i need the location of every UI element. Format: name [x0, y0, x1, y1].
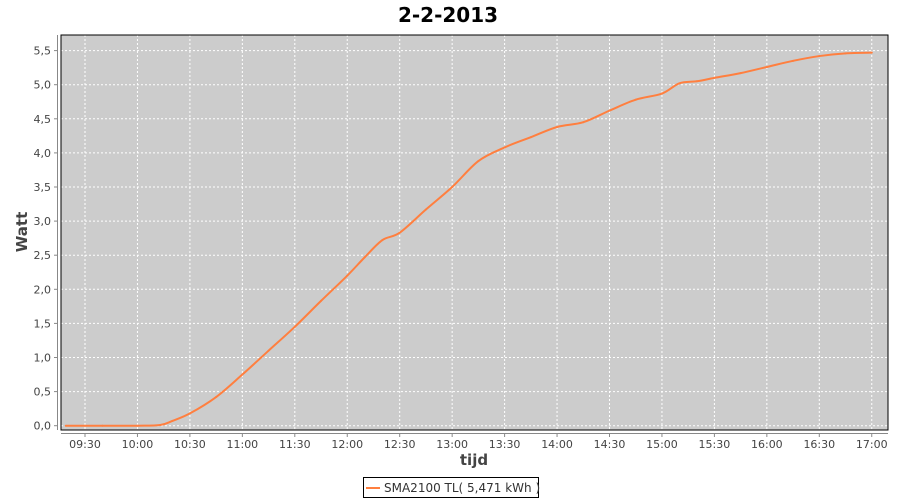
data-point	[608, 109, 611, 112]
y-tick-label: 5,0	[34, 79, 52, 92]
data-point	[739, 72, 742, 75]
y-tick-label: 3,0	[34, 215, 52, 228]
data-point	[267, 349, 270, 352]
x-tick-label: 12:00	[331, 438, 363, 451]
data-point	[556, 125, 559, 128]
data-point	[818, 55, 821, 58]
y-tick-label: 4,0	[34, 147, 52, 160]
plot-border	[60, 34, 889, 431]
x-tick-label: 14:00	[541, 438, 573, 451]
x-tick-label: 15:00	[646, 438, 678, 451]
y-tick-label: 0,5	[34, 386, 52, 399]
x-tick-label: 13:30	[489, 438, 521, 451]
y-tick-label: 4,5	[34, 113, 52, 126]
data-point	[660, 92, 663, 95]
data-point	[136, 424, 139, 427]
data-point	[398, 231, 401, 234]
data-point	[582, 121, 585, 124]
data-point	[678, 82, 681, 85]
series-line	[65, 51, 872, 427]
data-point	[171, 419, 174, 422]
data-point	[424, 208, 427, 211]
data-point	[792, 59, 795, 62]
data-point	[695, 80, 698, 83]
data-point	[346, 274, 349, 277]
data-point	[320, 299, 323, 302]
data-point	[241, 373, 244, 376]
legend-label: SMA2100 TL( 5,471 kWh )	[384, 481, 540, 495]
y-axis: 0,0 0,5 1,0 1,5 2,0 2,5 3,0 3,5 4,0 4,5 5,0 5,5	[34, 45, 58, 433]
x-axis-label: tijd	[460, 451, 488, 469]
data-point	[765, 65, 768, 68]
data-point	[713, 76, 716, 79]
data-point	[159, 424, 162, 427]
x-tick-label: 09:30	[69, 438, 101, 451]
grid	[61, 35, 888, 430]
data-point	[477, 160, 480, 163]
data-point	[634, 98, 637, 101]
y-tick-label: 1,5	[34, 317, 52, 330]
data-point	[529, 136, 532, 139]
y-tick-label: 0,0	[34, 420, 52, 433]
y-tick-label: 2,0	[34, 283, 52, 296]
chart-title: 2-2-2013	[398, 3, 498, 27]
x-tick-label: 16:30	[803, 438, 835, 451]
x-tick-label: 10:00	[122, 438, 154, 451]
x-tick-label: 17:00	[856, 438, 888, 451]
x-tick-label: 13:00	[436, 438, 468, 451]
data-point	[101, 424, 104, 427]
data-point	[215, 396, 218, 399]
x-tick-label: 14:30	[594, 438, 626, 451]
data-point	[293, 325, 296, 328]
legend: SMA2100 TL( 5,471 kWh )	[363, 477, 540, 498]
data-point	[363, 256, 366, 259]
data-point	[503, 146, 506, 149]
x-axis: 09:30 10:00 10:30 11:00 11:30 12:00 12:30 13:00…	[69, 433, 888, 451]
y-tick-label: 3,5	[34, 181, 52, 194]
series-layer	[64, 51, 873, 427]
legend-box	[363, 477, 539, 498]
x-tick-label: 10:30	[174, 438, 206, 451]
plot-area	[61, 35, 888, 430]
x-tick-label: 11:00	[226, 438, 258, 451]
x-tick-label: 15:30	[699, 438, 731, 451]
y-tick-label: 5,5	[34, 45, 52, 58]
data-point	[870, 51, 873, 54]
data-point	[451, 186, 454, 188]
data-point	[381, 239, 384, 242]
x-tick-label: 11:30	[279, 438, 311, 451]
data-point	[844, 52, 847, 55]
x-tick-label: 12:30	[384, 438, 416, 451]
y-tick-label: 1,0	[34, 352, 52, 365]
x-tick-label: 16:00	[751, 438, 783, 451]
y-axis-label: Watt	[13, 212, 31, 252]
y-tick-label: 2,5	[34, 249, 52, 262]
data-point	[188, 412, 191, 415]
data-point	[64, 424, 67, 427]
